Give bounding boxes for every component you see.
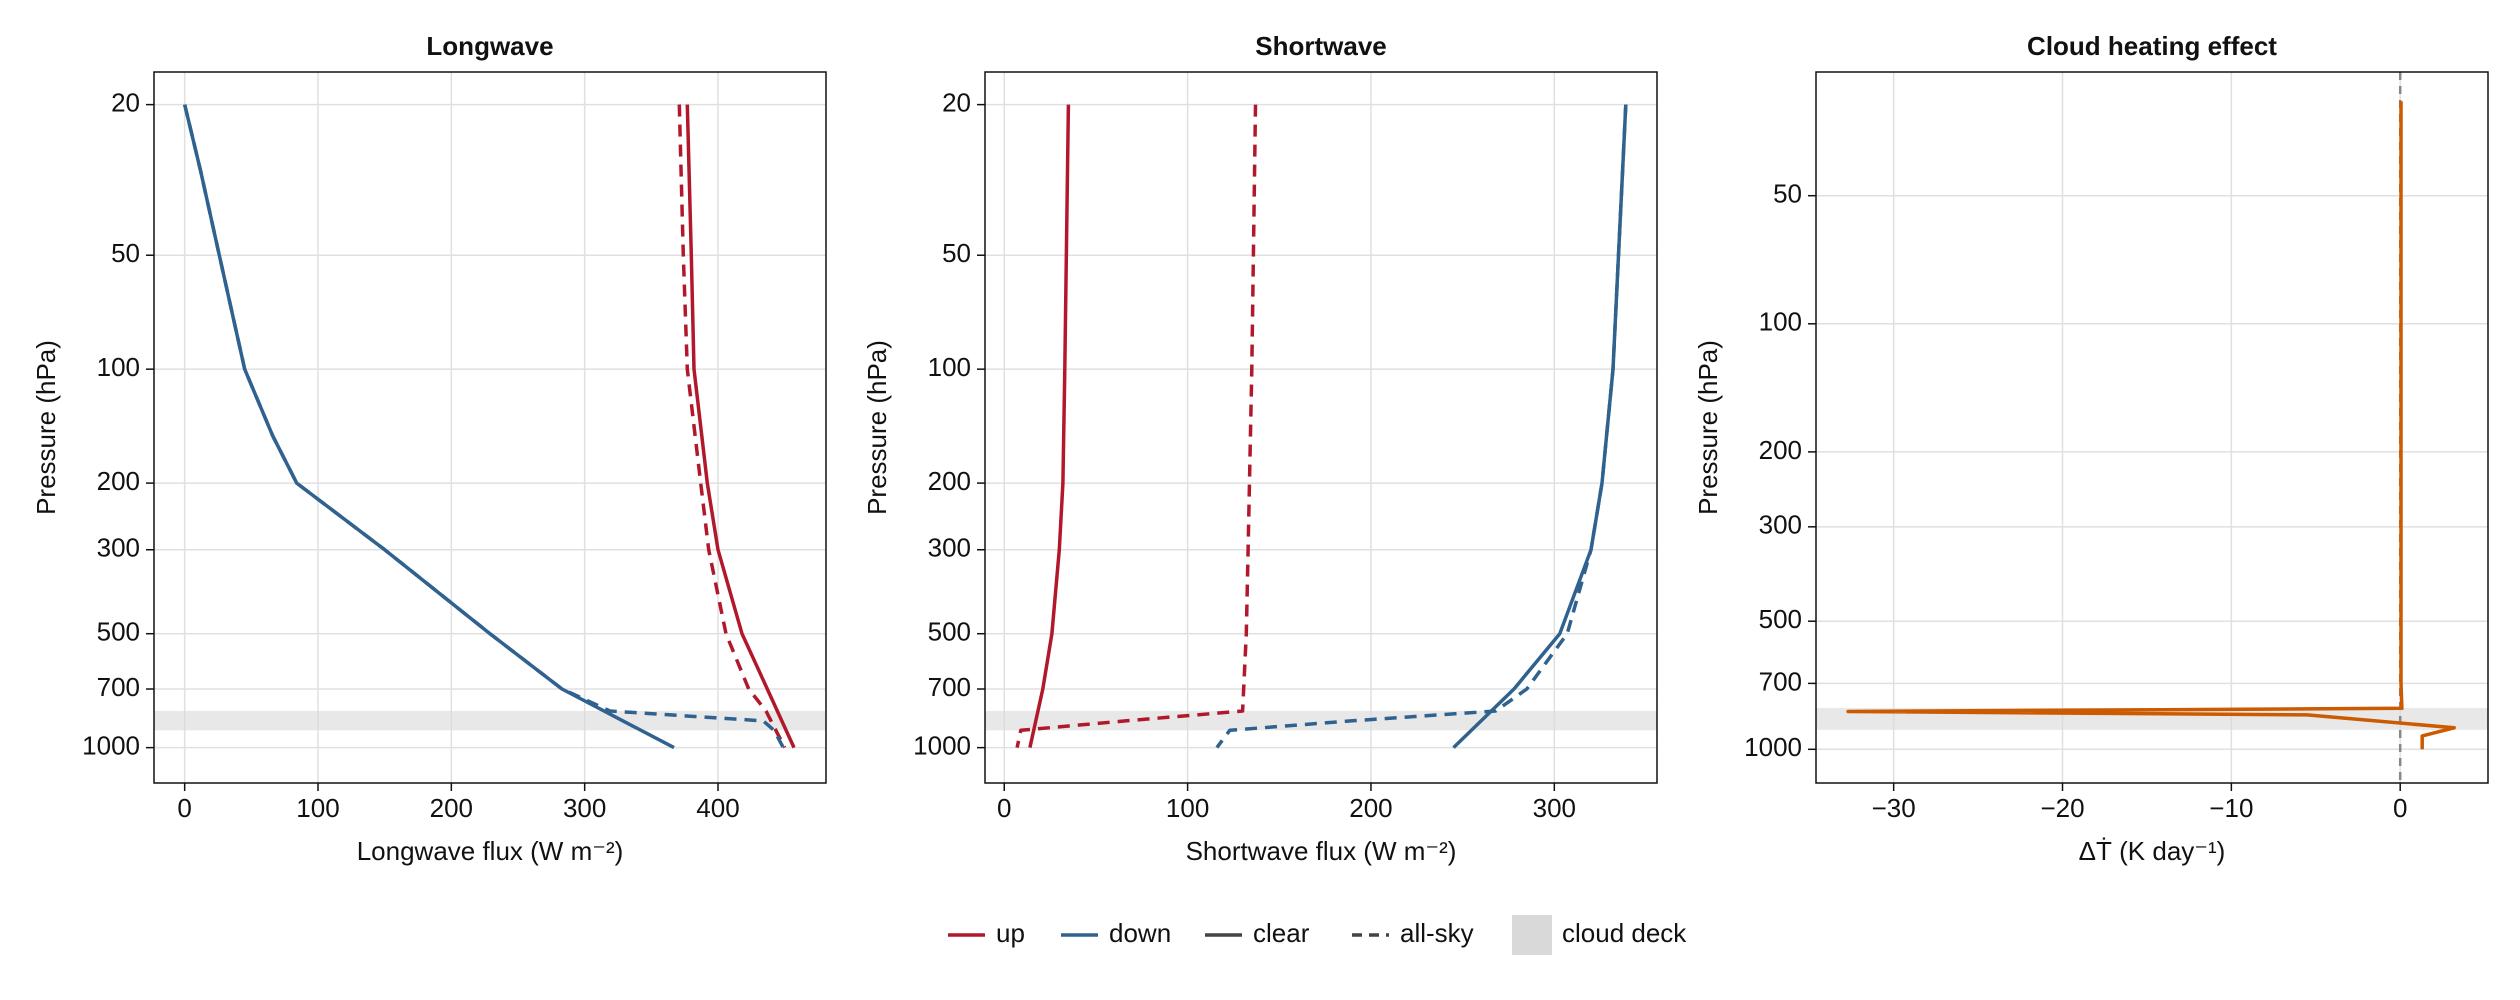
profile-line: [1015, 104, 1258, 748]
y-tick-label: 300: [1759, 510, 1802, 540]
x-tick-label: 300: [1533, 793, 1576, 823]
profile-line: [1846, 101, 2456, 750]
x-tick-label: 0: [177, 793, 191, 823]
y-tick-label: 50: [1773, 179, 1802, 209]
plot-frame: [153, 71, 827, 784]
x-tick-label: 200: [430, 793, 473, 823]
profile-line: [1452, 104, 1628, 749]
profile-line: [182, 104, 785, 749]
profile-line: [677, 104, 787, 749]
y-tick-label: 20: [942, 87, 971, 117]
x-tick-label: −30: [1872, 793, 1916, 823]
legend-label: cloud deck: [1562, 918, 1687, 948]
y-tick-label: 500: [1759, 604, 1802, 634]
y-tick-label: 300: [97, 533, 140, 563]
chart-title: Longwave: [426, 31, 553, 61]
x-axis-label: Shortwave flux (W m⁻²): [1186, 836, 1457, 866]
y-axis-label: Pressure (hPa): [31, 340, 61, 515]
cloud-deck: [154, 710, 826, 731]
y-tick-label: 200: [928, 466, 971, 496]
x-axis-label: ΔṪ (K day⁻¹): [2079, 836, 2226, 866]
plot-frame: [1815, 71, 2489, 784]
y-tick-label: 300: [928, 533, 971, 563]
x-tick-label: 0: [997, 793, 1011, 823]
y-tick-label: 200: [97, 466, 140, 496]
x-tick-label: −20: [2040, 793, 2084, 823]
y-tick-label: 100: [97, 352, 140, 382]
y-tick-label: 700: [928, 672, 971, 702]
legend-label: clear: [1253, 918, 1310, 948]
x-axis-label: Longwave flux (W m⁻²): [357, 836, 624, 866]
chart-title: Cloud heating effect: [2027, 31, 2277, 61]
y-tick-label: 1000: [1744, 732, 1802, 762]
y-tick-label: 50: [111, 238, 140, 268]
y-tick-label: 100: [928, 352, 971, 382]
y-tick-label: 1000: [82, 731, 140, 761]
x-tick-label: 300: [563, 793, 606, 823]
y-tick-label: 700: [97, 672, 140, 702]
y-tick-label: 200: [1759, 435, 1802, 465]
x-tick-label: 100: [296, 793, 339, 823]
y-tick-label: 100: [1759, 307, 1802, 337]
profile-line: [182, 104, 675, 750]
cloud-deck: [985, 710, 1657, 731]
profile-line: [685, 104, 796, 749]
legend-label: down: [1109, 918, 1171, 948]
profile-line: [1028, 104, 1071, 748]
legend-label: all-sky: [1400, 918, 1474, 948]
y-tick-label: 1000: [913, 731, 971, 761]
y-tick-label: 500: [928, 617, 971, 647]
y-axis-label: Pressure (hPa): [1693, 340, 1723, 515]
x-tick-label: 0: [2393, 793, 2407, 823]
y-tick-label: 20: [111, 87, 140, 117]
x-tick-label: 100: [1166, 793, 1209, 823]
chart-title: Shortwave: [1255, 31, 1387, 61]
legend-label: up: [996, 918, 1025, 948]
legend-swatch: [1512, 915, 1552, 955]
profile-line: [1215, 104, 1628, 749]
y-axis-label: Pressure (hPa): [862, 340, 892, 515]
x-tick-label: −10: [2209, 793, 2253, 823]
x-tick-label: 200: [1349, 793, 1392, 823]
y-tick-label: 500: [97, 617, 140, 647]
y-tick-label: 700: [1759, 666, 1802, 696]
plot-frame: [984, 71, 1658, 784]
y-tick-label: 50: [942, 238, 971, 268]
x-tick-label: 400: [696, 793, 739, 823]
